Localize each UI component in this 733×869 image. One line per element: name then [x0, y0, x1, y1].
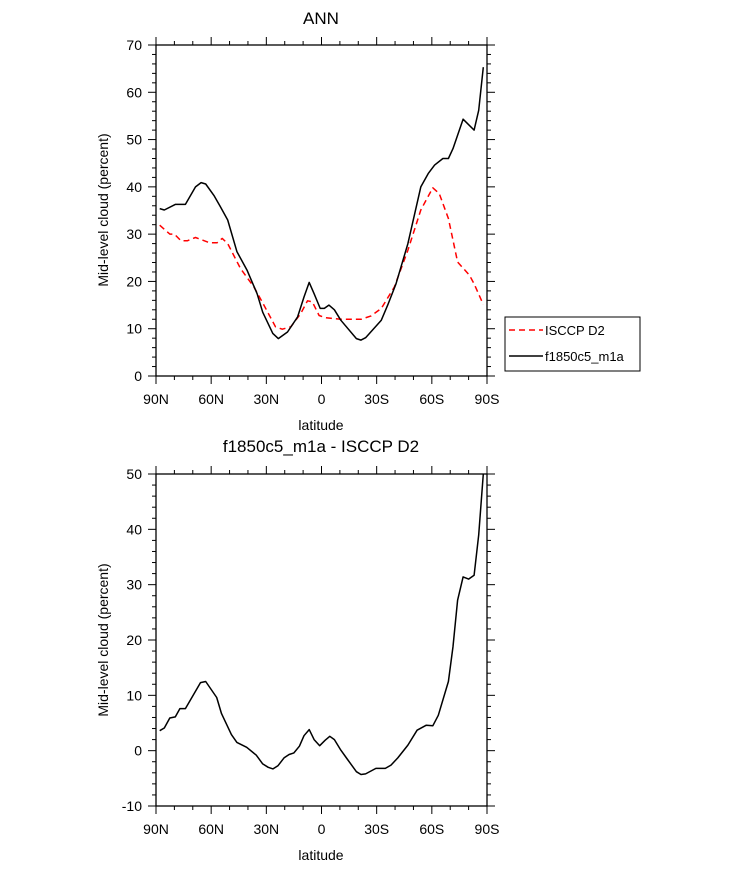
y-tick-label: 20 [126, 273, 142, 289]
x-tick-label: 90N [143, 391, 169, 407]
x-tick-label: 30S [364, 821, 389, 837]
plot-frame [155, 44, 488, 377]
y-tick-label: 40 [126, 521, 142, 537]
y-tick-label: 10 [126, 687, 142, 703]
x-tick-label: 30N [253, 821, 279, 837]
legend-box [504, 316, 641, 372]
y-axis-label: Mid-level cloud (percent) [95, 563, 111, 716]
x-tick-label: 30N [253, 391, 279, 407]
y-tick-label: 30 [126, 577, 142, 593]
legend: ISCCP D2 f1850c5_m1a [504, 316, 641, 372]
x-axis-label: latitude [298, 847, 343, 863]
x-axis-label: latitude [298, 417, 343, 433]
y-tick-label: -10 [122, 798, 142, 814]
chart-title: ANN [303, 9, 339, 28]
series-line-difference [159, 473, 485, 776]
y-tick-label: 50 [126, 466, 142, 482]
y-tick-label: 20 [126, 632, 142, 648]
y-tick-label: 0 [134, 743, 142, 759]
y-tick-label: 50 [126, 132, 142, 148]
legend-label-model: f1850c5_m1a [545, 349, 625, 364]
plot-frame [155, 473, 488, 807]
x-tick-label: 60S [419, 391, 444, 407]
x-tick-label: 60N [198, 391, 224, 407]
y-axis-label: Mid-level cloud (percent) [95, 133, 111, 286]
x-tick-label: 0 [318, 391, 326, 407]
y-tick-label: 70 [126, 37, 142, 53]
y-tick-label: 60 [126, 84, 142, 100]
y-tick-label: 30 [126, 226, 142, 242]
x-tick-label: 90S [475, 391, 500, 407]
y-tick-label: 40 [126, 179, 142, 195]
top-panel-ann: ANN latitude Mid-level cloud (percent) 9… [95, 9, 499, 433]
x-tick-label: 90N [143, 821, 169, 837]
chart-title: f1850c5_m1a - ISCCP D2 [223, 437, 419, 456]
y-tick-label: 0 [134, 368, 142, 384]
x-tick-label: 30S [364, 391, 389, 407]
bottom-panel-difference: f1850c5_m1a - ISCCP D2 latitude Mid-leve… [95, 437, 499, 863]
x-tick-label: 60S [419, 821, 444, 837]
x-tick-label: 90S [475, 821, 500, 837]
x-tick-label: 60N [198, 821, 224, 837]
y-tick-label: 10 [126, 321, 142, 337]
x-tick-label: 0 [318, 821, 326, 837]
series-line-f1850c5-m1a [159, 67, 485, 341]
legend-label-isccp: ISCCP D2 [545, 323, 605, 338]
series-line-isccp-d2 [159, 187, 484, 330]
